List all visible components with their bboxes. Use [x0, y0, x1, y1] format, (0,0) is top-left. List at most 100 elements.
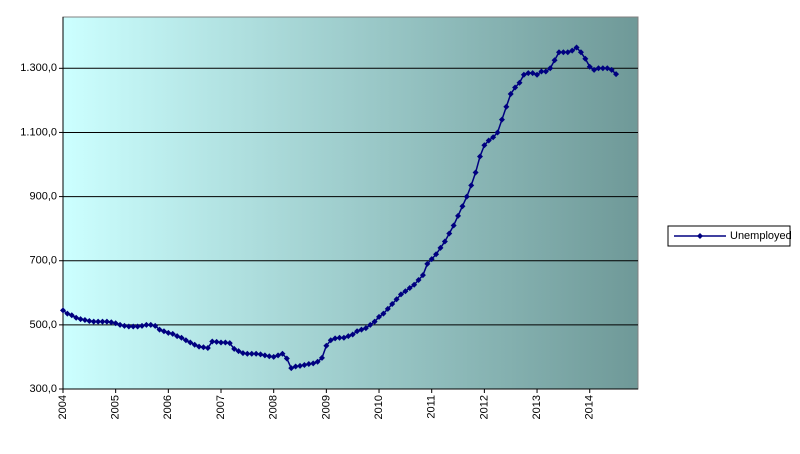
data-point — [463, 193, 470, 200]
data-point — [555, 49, 562, 56]
data-point — [402, 288, 409, 295]
data-point — [125, 323, 132, 330]
data-point — [147, 321, 154, 328]
data-point — [569, 47, 576, 54]
data-point — [476, 153, 483, 160]
y-tick-label: 1.300,0 — [20, 62, 57, 74]
data-point — [204, 344, 211, 351]
data-point — [397, 291, 404, 298]
data-point — [534, 71, 541, 78]
data-point — [103, 318, 110, 325]
data-point — [490, 134, 497, 141]
data-point — [178, 334, 185, 341]
y-tick-label: 900,0 — [29, 190, 57, 202]
data-point — [362, 325, 369, 332]
legend-marker — [697, 233, 703, 239]
x-tick-label: 2004 — [57, 395, 69, 419]
data-point — [384, 305, 391, 312]
data-point — [134, 323, 141, 330]
data-point — [86, 318, 93, 325]
y-tick-label: 700,0 — [29, 255, 57, 267]
data-point — [419, 272, 426, 279]
data-point — [428, 256, 435, 263]
data-point — [143, 321, 150, 328]
data-point — [182, 337, 189, 344]
data-point — [512, 84, 519, 91]
data-point — [301, 361, 308, 368]
data-point — [371, 318, 378, 325]
data-point — [218, 339, 225, 346]
data-point — [494, 129, 501, 136]
data-point — [498, 116, 505, 123]
data-point — [450, 222, 457, 229]
data-point — [314, 358, 321, 365]
data-point — [283, 355, 290, 362]
data-point — [437, 244, 444, 251]
data-point — [213, 338, 220, 345]
data-point — [130, 323, 137, 330]
data-point — [68, 312, 75, 319]
data-point — [139, 322, 146, 329]
data-point — [73, 314, 80, 321]
data-point — [231, 345, 238, 352]
data-point — [169, 330, 176, 337]
data-point — [239, 350, 246, 357]
data-point — [117, 321, 124, 328]
data-point — [367, 321, 374, 328]
data-point — [191, 341, 198, 348]
data-point — [292, 363, 299, 370]
data-point — [257, 351, 264, 358]
data-point — [266, 353, 273, 360]
data-point — [525, 70, 532, 77]
data-point — [60, 307, 66, 314]
data-point — [253, 350, 260, 357]
y-tick-label: 500,0 — [29, 319, 57, 331]
data-point — [433, 251, 440, 258]
data-point — [165, 329, 172, 336]
x-tick-label: 2007 — [215, 395, 227, 419]
data-point — [235, 348, 242, 355]
data-point — [108, 319, 115, 326]
data-point — [547, 65, 554, 72]
data-point — [560, 49, 567, 56]
data-point — [551, 57, 558, 64]
legend-label: Unemployed — [730, 230, 792, 242]
data-point — [573, 44, 580, 51]
data-point — [90, 318, 97, 325]
data-point — [327, 337, 334, 344]
data-point — [608, 66, 615, 73]
x-tick-label: 2014 — [584, 395, 596, 419]
data-point — [468, 182, 475, 189]
data-point — [424, 260, 431, 267]
data-point — [209, 338, 216, 345]
data-point — [222, 339, 229, 346]
data-point — [336, 334, 343, 341]
data-point — [389, 301, 396, 308]
data-point — [99, 318, 106, 325]
data-point — [200, 344, 207, 351]
data-point — [244, 350, 251, 357]
data-point — [595, 65, 602, 72]
legend-box — [667, 225, 791, 247]
data-point — [95, 318, 102, 325]
data-point — [516, 79, 523, 86]
plot-area — [62, 16, 639, 390]
data-point — [538, 68, 545, 75]
data-point — [507, 90, 514, 97]
data-point — [376, 313, 383, 320]
data-point — [613, 71, 620, 78]
data-point — [196, 343, 203, 350]
data-point — [441, 238, 448, 245]
data-point — [582, 55, 589, 62]
data-point — [380, 310, 387, 317]
data-point — [485, 137, 492, 144]
y-tick-label: 300,0 — [29, 383, 57, 395]
data-point — [415, 276, 422, 283]
x-tick-label: 2012 — [478, 395, 490, 419]
x-tick-label: 2006 — [162, 395, 174, 419]
data-point — [393, 296, 400, 303]
data-point — [446, 230, 453, 237]
data-point — [481, 142, 488, 149]
data-point — [599, 65, 606, 72]
data-point — [577, 49, 584, 56]
